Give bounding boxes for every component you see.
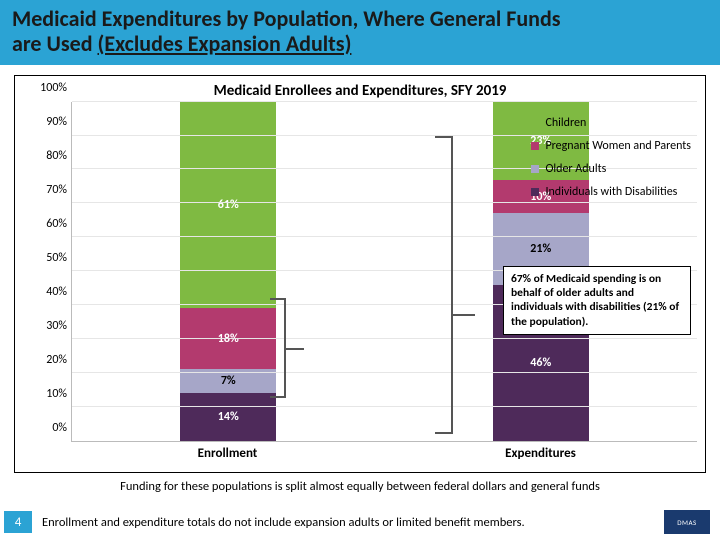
y-tick: 50% <box>46 251 67 265</box>
legend-item: Older Adults <box>531 162 691 176</box>
bracket-expenditures <box>435 136 475 434</box>
bar-segment: 18% <box>180 308 276 369</box>
bar-segment: 14% <box>180 393 276 440</box>
x-axis-labels: EnrollmentExpenditures <box>71 442 697 461</box>
bar-segment: 7% <box>180 369 276 393</box>
legend-label: Children <box>545 116 586 130</box>
legend-item: Children <box>531 116 691 130</box>
legend-label: Pregnant Women and Parents <box>545 139 691 153</box>
legend-label: Individuals with Disabilities <box>545 185 677 199</box>
legend-swatch <box>531 142 539 150</box>
title-line2b: (Excludes Expansion Adults) <box>97 30 351 57</box>
y-tick: 20% <box>46 353 67 367</box>
legend-swatch <box>531 165 539 173</box>
grid-line <box>72 338 697 339</box>
footnote-funding: Funding for these populations is split a… <box>0 479 720 494</box>
grid-line <box>72 236 697 237</box>
chart-panel: Medicaid Enrollees and Expenditures, SFY… <box>14 75 706 473</box>
stacked-bar-enrollment: 14%7%18%61% <box>180 102 276 441</box>
page-number: 4 <box>4 511 32 533</box>
bracket-enrollment <box>270 298 304 398</box>
legend-label: Older Adults <box>545 162 606 176</box>
bar-segment: 61% <box>180 102 276 309</box>
y-tick: 40% <box>46 285 67 299</box>
legend-swatch <box>531 119 539 127</box>
grid-line <box>72 406 697 407</box>
page-title: Medicaid Expenditures by Population, Whe… <box>12 6 708 57</box>
y-tick: 0% <box>52 421 67 435</box>
footnote-exclusion: Enrollment and expenditure totals do not… <box>42 515 664 530</box>
y-tick: 10% <box>46 387 67 401</box>
legend-item: Individuals with Disabilities <box>531 185 691 199</box>
y-tick: 70% <box>46 183 67 197</box>
title-line2a: are Used <box>12 30 97 57</box>
header-band: Medicaid Expenditures by Population, Whe… <box>0 0 720 65</box>
chart-title: Medicaid Enrollees and Expenditures, SFY… <box>23 82 697 100</box>
legend-item: Pregnant Women and Parents <box>531 139 691 153</box>
title-line1: Medicaid Expenditures by Population, Whe… <box>12 5 561 32</box>
y-tick: 100% <box>40 81 67 95</box>
x-label: Expenditures <box>384 442 697 461</box>
grid-line <box>72 101 697 102</box>
callout-box: 67% of Medicaid spending is on behalf of… <box>503 266 691 336</box>
footer-row: 4 Enrollment and expenditure totals do n… <box>0 510 720 534</box>
bar-slot: 14%7%18%61% <box>72 102 385 441</box>
y-tick: 90% <box>46 115 67 129</box>
y-axis: 0%10%20%30%40%50%60%70%80%90%100% <box>23 102 71 442</box>
dmas-logo: DMAS <box>664 510 710 534</box>
legend: Children Pregnant Women and Parents Older … <box>531 116 691 208</box>
y-tick: 80% <box>46 149 67 163</box>
y-tick: 30% <box>46 319 67 333</box>
grid-line <box>72 372 697 373</box>
x-label: Enrollment <box>71 442 384 461</box>
legend-swatch <box>531 188 539 196</box>
y-tick: 60% <box>46 217 67 231</box>
